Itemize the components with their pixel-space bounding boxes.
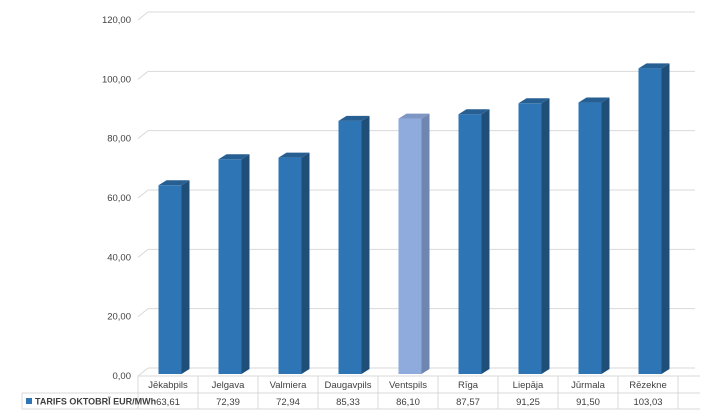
y-tick-label: 120,00 [102, 15, 131, 26]
value-label: 91,50 [576, 397, 600, 408]
y-tick-label: 100,00 [102, 74, 131, 85]
bar-side [301, 152, 310, 374]
category-label: Daugavpils [325, 380, 372, 391]
bar-top [578, 97, 610, 103]
bar-3 [338, 115, 370, 374]
bar-top [278, 152, 310, 158]
bar-5 [458, 109, 490, 375]
bar-top [518, 98, 550, 104]
y-axis-tick-labels: 0,00 20,00 40,00 60,00 80,00 100,00 120,00 [102, 15, 131, 382]
bar-side [181, 180, 190, 374]
value-label: 72,94 [276, 397, 300, 408]
bar-top [638, 63, 670, 69]
legend-label: TARIFS OKTOBRĪ EUR/MWh [35, 397, 156, 407]
gridline-depth [137, 308, 149, 318]
y-tick-label: 60,00 [107, 193, 131, 204]
bar-7 [578, 97, 610, 375]
gridline-depth [137, 189, 149, 199]
bar-2 [278, 152, 310, 374]
category-label: Rēzekne [629, 380, 667, 391]
value-label: 87,57 [456, 397, 480, 408]
category-label: Jūrmala [571, 380, 606, 391]
bar-front [158, 185, 182, 374]
bar-side [421, 113, 430, 374]
bar-front [458, 114, 482, 375]
bar-top [338, 115, 370, 121]
bar-front [578, 102, 602, 375]
category-label: Jelgava [212, 380, 245, 391]
bar-front [518, 103, 542, 375]
value-label: 85,33 [336, 397, 360, 408]
value-label: 103,03 [633, 397, 662, 408]
y-tick-label: 20,00 [107, 312, 131, 323]
bar-side [661, 63, 670, 375]
bar-top [458, 109, 490, 115]
category-label: Valmiera [270, 380, 307, 391]
value-label: 86,10 [396, 397, 420, 408]
bar-side [481, 109, 490, 375]
bar-front [398, 118, 422, 374]
bar-top [158, 180, 190, 186]
category-label: Jēkabpils [148, 380, 188, 391]
data-table: Jēkabpils 63,61 Jelgava 72,39 Valmiera 72,94 D… [21, 375, 700, 410]
bar-front [218, 159, 242, 374]
bars [158, 63, 670, 375]
bar-front [638, 68, 662, 374]
category-label: Ventspils [389, 380, 427, 391]
bar-0 [158, 180, 190, 374]
bar-1 [218, 154, 250, 374]
y-tick-label: 0,00 [113, 371, 132, 382]
bar-top [398, 113, 430, 119]
category-label: Liepāja [513, 380, 544, 391]
bar-front [338, 120, 362, 374]
bar-6 [518, 98, 550, 375]
legend-marker [26, 398, 32, 404]
bar-side [541, 98, 550, 375]
y-tick-label: 40,00 [107, 252, 131, 263]
gridline-depth [137, 367, 149, 377]
value-label: 91,25 [516, 397, 540, 408]
y-tick-label: 80,00 [107, 134, 131, 145]
gridline-depth [137, 248, 149, 258]
value-label: 72,39 [216, 397, 240, 408]
category-label: Rīga [458, 380, 479, 391]
gridline-depth [137, 11, 149, 21]
bar-front [278, 157, 302, 374]
bar-4 [398, 113, 430, 374]
bar-8 [638, 63, 670, 375]
bar-side [601, 97, 610, 375]
bar-top [218, 154, 250, 160]
bar-side [361, 115, 370, 374]
gridline-depth [137, 130, 149, 140]
gridline-depth [137, 70, 149, 80]
value-label: 63,61 [156, 397, 180, 408]
bar-side [241, 154, 250, 374]
